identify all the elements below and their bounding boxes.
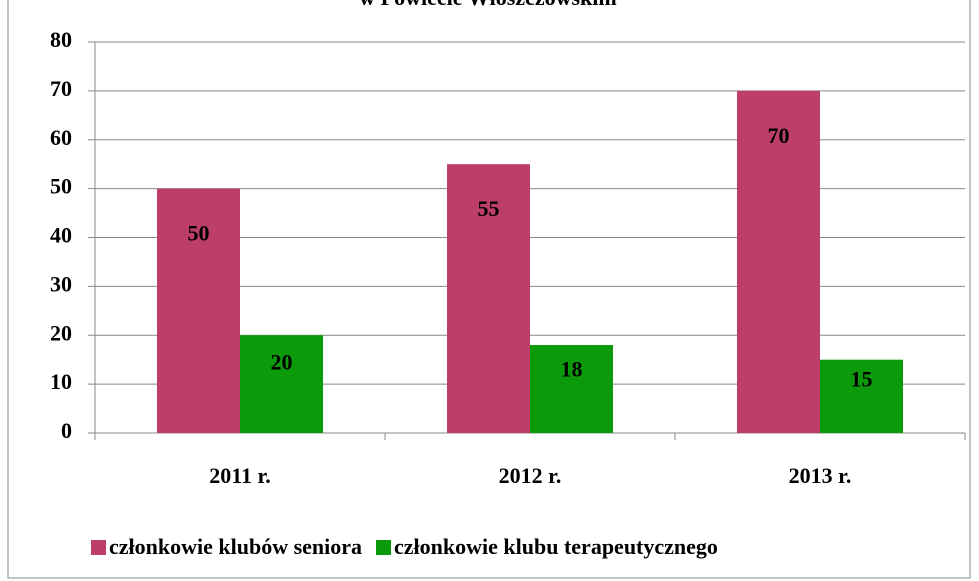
y-tick-label: 40 bbox=[50, 223, 72, 248]
y-tick-label: 60 bbox=[50, 125, 72, 150]
legend-swatch bbox=[376, 540, 392, 555]
data-label: 15 bbox=[851, 367, 873, 392]
data-label: 50 bbox=[188, 221, 210, 246]
y-tick-label: 30 bbox=[50, 271, 72, 296]
chart-title: w Powiecie Włoszczowskim bbox=[359, 0, 616, 10]
legend-swatch bbox=[91, 540, 106, 555]
y-tick-label: 10 bbox=[50, 369, 72, 394]
bar bbox=[530, 345, 613, 433]
data-label: 55 bbox=[478, 196, 500, 221]
legend-label: członkowie klubu terapeutycznego bbox=[394, 534, 718, 559]
x-tick-label: 2011 r. bbox=[209, 463, 271, 488]
bar bbox=[240, 335, 323, 433]
bar bbox=[820, 359, 903, 433]
legend-label: członkowie klubów seniora bbox=[109, 534, 362, 559]
y-tick-label: 0 bbox=[61, 418, 72, 443]
y-tick-label: 50 bbox=[50, 174, 72, 199]
x-tick-label: 2013 r. bbox=[789, 463, 852, 488]
data-label: 18 bbox=[561, 356, 583, 381]
bar bbox=[447, 164, 530, 433]
y-tick-label: 70 bbox=[50, 76, 72, 101]
y-tick-label: 80 bbox=[50, 27, 72, 52]
x-tick-label: 2012 r. bbox=[499, 463, 562, 488]
data-label: 70 bbox=[768, 123, 790, 148]
y-tick-label: 20 bbox=[50, 320, 72, 345]
bar bbox=[157, 188, 240, 433]
data-label: 20 bbox=[271, 350, 293, 375]
bar bbox=[737, 90, 820, 433]
